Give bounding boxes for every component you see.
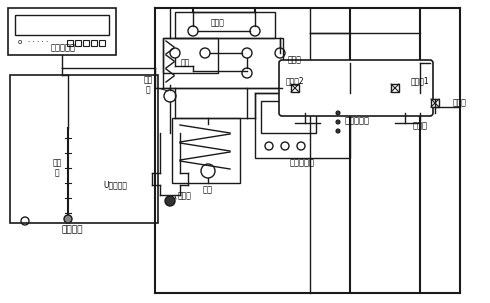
Bar — [99, 40, 105, 46]
Text: 冷阱: 冷阱 — [203, 185, 213, 195]
Text: 缓冲储气罐: 缓冲储气罐 — [344, 116, 369, 125]
Text: 恒温水浴: 恒温水浴 — [61, 225, 83, 235]
Text: 平衡阀2: 平衡阀2 — [286, 76, 304, 85]
Circle shape — [336, 120, 340, 124]
Bar — [75, 40, 81, 46]
Bar — [91, 40, 97, 46]
Circle shape — [336, 111, 340, 115]
Circle shape — [64, 215, 72, 223]
Text: 试样球: 试样球 — [178, 191, 192, 201]
Bar — [83, 40, 89, 46]
Text: 温度
计: 温度 计 — [52, 158, 62, 178]
Bar — [8, 8, 116, 55]
Text: 恒温控制仪: 恒温控制仪 — [50, 44, 75, 52]
Bar — [175, 12, 275, 38]
Bar — [291, 84, 299, 92]
Text: 缓冲
球: 缓冲 球 — [144, 75, 152, 95]
Bar — [67, 40, 73, 46]
Text: 压力计: 压力计 — [288, 55, 302, 65]
Bar — [163, 38, 218, 73]
Bar — [255, 93, 350, 158]
Text: U形等压计: U形等压计 — [103, 181, 127, 189]
Text: 冷阱: 冷阱 — [180, 58, 190, 68]
Text: 进气阀: 进气阀 — [453, 98, 467, 108]
Text: o: o — [18, 39, 22, 45]
FancyBboxPatch shape — [279, 60, 433, 116]
Circle shape — [336, 129, 340, 133]
Bar — [391, 84, 399, 92]
Bar — [431, 99, 439, 107]
Text: 调压包: 调压包 — [211, 18, 225, 28]
Bar — [172, 118, 240, 183]
Text: 平衡阀1: 平衡阀1 — [411, 76, 429, 85]
Bar — [15, 15, 109, 35]
Text: 数字压力表: 数字压力表 — [290, 158, 315, 168]
Text: 真空泵: 真空泵 — [413, 122, 427, 131]
Bar — [261, 101, 316, 133]
Bar — [163, 38, 283, 88]
Bar — [10, 75, 158, 223]
Text: · · · · ·: · · · · · — [28, 39, 48, 45]
Circle shape — [165, 196, 175, 206]
